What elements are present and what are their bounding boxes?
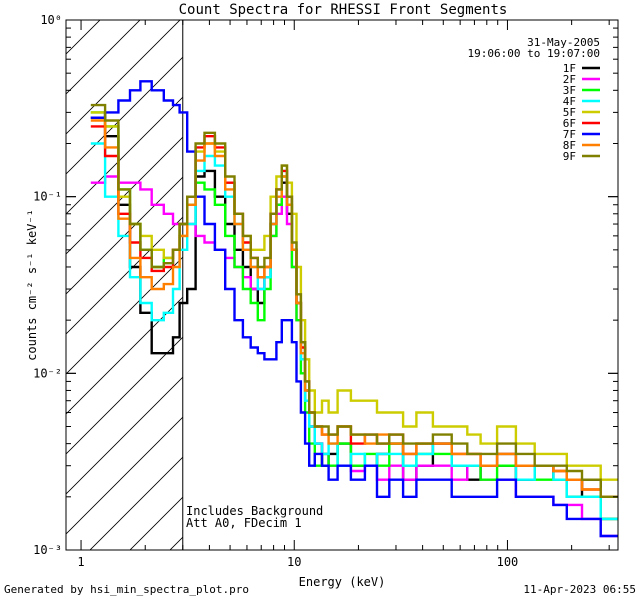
series-line-9F bbox=[90, 103, 618, 498]
series-line-7F bbox=[90, 80, 618, 538]
legend-date: 31-May-2005 bbox=[527, 36, 600, 49]
legend-label-7F: 7F bbox=[563, 128, 576, 141]
chart-title: Count Spectra for RHESSI Front Segments bbox=[179, 2, 508, 18]
annotation-background: Includes Background bbox=[186, 504, 323, 518]
footer-generated-by: Generated by hsi_min_spectra_plot.pro bbox=[4, 583, 250, 596]
x-axis-ticks: 1 10 100 bbox=[77, 20, 610, 569]
series-group bbox=[90, 80, 618, 538]
legend-label-8F: 8F bbox=[563, 139, 576, 152]
legend-label-5F: 5F bbox=[563, 106, 576, 119]
x-axis-label: Energy (keV) bbox=[299, 575, 386, 589]
y-axis-label: counts cm⁻² s⁻¹ keV⁻¹ bbox=[25, 209, 39, 361]
x-tick-label: 100 bbox=[497, 555, 519, 569]
legend-label-4F: 4F bbox=[563, 95, 576, 108]
y-tick-label: 10⁻³ bbox=[33, 543, 62, 557]
x-tick-label: 1 bbox=[77, 555, 84, 569]
y-tick-label: 10⁻² bbox=[33, 366, 62, 380]
footer-timestamp: 11-Apr-2023 06:55 bbox=[523, 583, 636, 596]
plot-frame bbox=[65, 19, 619, 551]
legend-label-9F: 9F bbox=[563, 150, 576, 163]
y-tick-label: 10⁰ bbox=[40, 13, 62, 27]
legend-label-1F: 1F bbox=[563, 62, 576, 75]
x-tick-label: 10 bbox=[287, 555, 301, 569]
y-tick-label: 10⁻¹ bbox=[33, 190, 62, 204]
legend-label-6F: 6F bbox=[563, 117, 576, 130]
legend-label-3F: 3F bbox=[563, 84, 576, 97]
annotation-attenuator: Att A0, FDecim 1 bbox=[186, 516, 302, 530]
y-axis-ticks: 10⁰ 10⁻¹ 10⁻² 10⁻³ bbox=[33, 13, 618, 557]
legend-label-2F: 2F bbox=[563, 73, 576, 86]
legend-time-range: 19:06:00 to 19:07:00 bbox=[468, 47, 600, 60]
